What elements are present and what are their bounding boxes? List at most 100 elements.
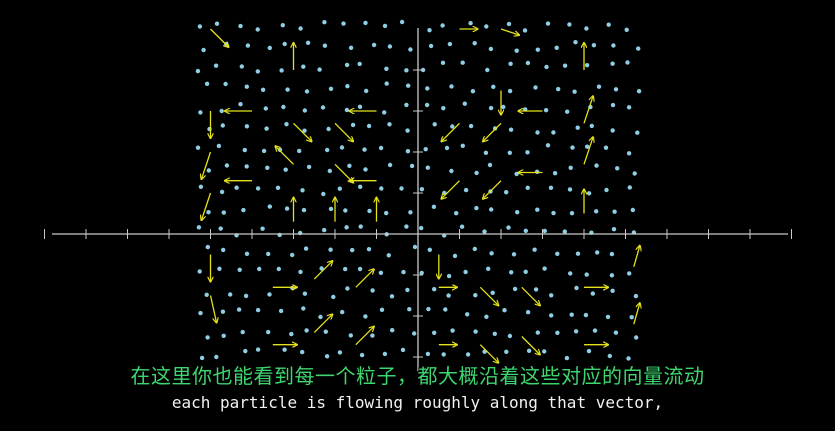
particle <box>304 328 309 333</box>
particle <box>319 266 324 271</box>
particle <box>298 269 303 275</box>
particle <box>428 43 434 49</box>
particle <box>533 287 539 292</box>
particle <box>486 266 491 271</box>
particle <box>460 60 465 65</box>
particle <box>526 348 532 353</box>
axis-ticks <box>44 69 792 358</box>
particle <box>241 207 246 213</box>
particle <box>594 163 599 168</box>
particle <box>404 224 409 229</box>
particle <box>419 225 424 231</box>
particle <box>221 210 226 215</box>
particle <box>389 294 395 299</box>
particle <box>276 266 281 272</box>
particle <box>568 165 573 170</box>
particle <box>535 330 540 335</box>
particle <box>378 145 384 151</box>
particle <box>206 168 211 173</box>
particle <box>446 273 452 279</box>
particle <box>325 147 330 153</box>
particle <box>263 106 268 111</box>
particle <box>221 247 226 253</box>
particle <box>551 130 556 135</box>
particle <box>244 251 250 256</box>
particle <box>322 20 327 25</box>
particle <box>214 21 220 26</box>
particle <box>514 48 519 53</box>
particle <box>382 110 387 115</box>
particle <box>378 270 384 275</box>
particle <box>610 288 615 293</box>
particle <box>507 150 512 155</box>
particle <box>462 101 467 106</box>
particle <box>564 355 570 361</box>
particle <box>432 122 437 127</box>
particle <box>633 293 639 299</box>
particle <box>543 108 549 113</box>
particle <box>443 307 448 312</box>
particle <box>216 143 222 149</box>
particle <box>609 273 615 278</box>
particle <box>595 250 600 255</box>
particle <box>379 307 385 312</box>
particle <box>584 62 590 68</box>
particle <box>265 165 270 170</box>
particle <box>220 309 226 314</box>
particle <box>358 184 363 189</box>
particle <box>506 21 512 27</box>
particle <box>482 229 487 234</box>
particle <box>331 294 336 300</box>
particle <box>328 247 333 252</box>
particle <box>323 329 328 334</box>
vector-arrow <box>210 28 229 47</box>
particle <box>450 328 455 333</box>
particle <box>405 287 410 293</box>
subtitle-english: each particle is flowing roughly along t… <box>171 393 664 412</box>
particle <box>610 61 615 66</box>
particle <box>213 63 219 68</box>
particle <box>459 224 465 229</box>
particle <box>625 60 630 65</box>
particle <box>408 47 413 52</box>
particle <box>301 207 307 213</box>
particle <box>327 168 332 174</box>
particle <box>255 347 261 352</box>
particle <box>384 210 389 216</box>
particle <box>573 329 579 334</box>
particle <box>504 349 509 354</box>
vector-arrow <box>313 314 332 333</box>
particle <box>626 105 632 110</box>
particle <box>463 269 468 275</box>
particle <box>387 162 393 168</box>
particle <box>337 350 343 355</box>
particle <box>412 331 417 336</box>
particle <box>328 86 334 92</box>
particle <box>406 83 411 88</box>
vector-arrow <box>202 192 212 220</box>
particle <box>267 204 272 209</box>
particle <box>425 351 431 357</box>
particle <box>419 270 424 276</box>
particle <box>502 308 507 313</box>
particle <box>279 68 284 73</box>
particle <box>555 251 560 256</box>
particle <box>266 251 271 257</box>
particle <box>569 211 575 216</box>
particle <box>452 253 458 259</box>
particle <box>283 167 288 172</box>
particle <box>366 123 372 129</box>
particle <box>282 347 287 352</box>
vector-arrow <box>633 303 640 325</box>
particle <box>304 89 310 94</box>
particle <box>570 145 575 150</box>
particle <box>440 23 445 28</box>
particle <box>344 62 350 68</box>
coordinate-axes <box>44 28 792 372</box>
particle <box>610 128 615 133</box>
particle <box>303 246 309 251</box>
particle <box>201 47 206 53</box>
particle <box>474 170 479 176</box>
particle <box>350 247 355 253</box>
particle <box>386 253 391 258</box>
